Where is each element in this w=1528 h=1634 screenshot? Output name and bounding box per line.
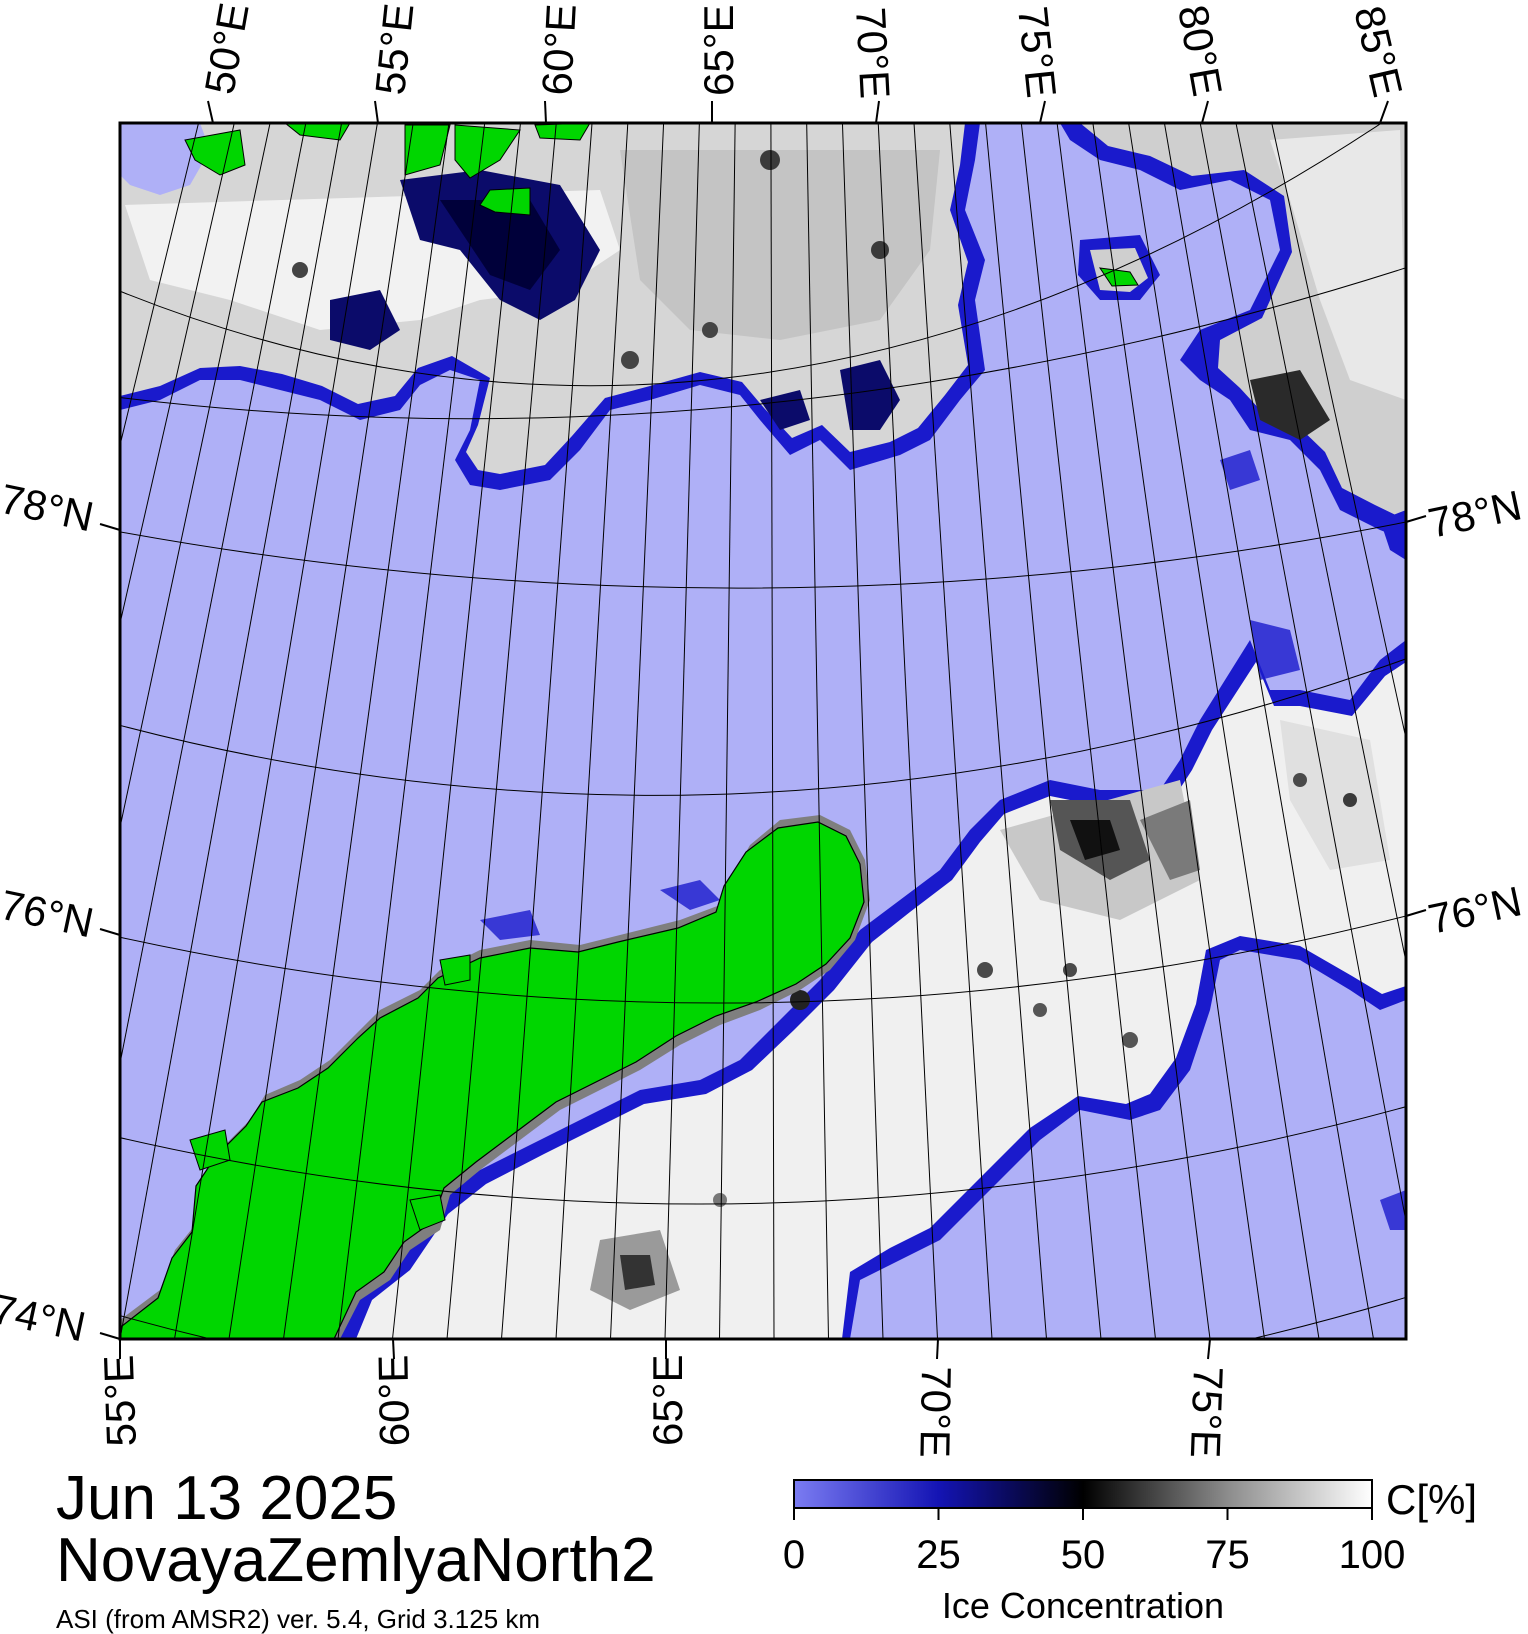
map-frame xyxy=(118,121,1408,1341)
meridian-line xyxy=(770,123,775,1339)
parallels xyxy=(120,123,1406,1339)
colorbar-tick-label: 100 xyxy=(1339,1533,1406,1577)
meridian-line xyxy=(337,123,486,1339)
right-lat-label: 78°N xyxy=(1424,481,1526,546)
top-lon-label: 55°E xyxy=(366,1,422,97)
date-label: Jun 13 2025 xyxy=(56,1464,398,1533)
meridian-line xyxy=(174,123,378,1339)
meridian-line xyxy=(841,123,884,1339)
meridian-line xyxy=(446,123,557,1339)
northern-pack-ice xyxy=(120,123,985,490)
top-lon-label: 65°E xyxy=(695,4,742,96)
colorbar: 0 25 50 75 100 C[%] Ice Concentration xyxy=(783,1476,1477,1626)
meridian-line xyxy=(1235,123,1406,965)
meridian-line xyxy=(1271,123,1406,741)
colorbar-ticks xyxy=(793,1508,1373,1520)
meridian-line xyxy=(1163,123,1374,1339)
ice-edge-fringes xyxy=(480,450,1406,1230)
novaya-zemlya xyxy=(120,815,870,1339)
colorbar-tick-label: 0 xyxy=(783,1533,805,1577)
meridian-line xyxy=(555,123,629,1339)
region-label: NovayaZemlyaNorth2 xyxy=(56,1526,656,1595)
top-lon-label: 60°E xyxy=(533,3,585,97)
meridian-line xyxy=(610,123,665,1339)
eastern-pack-ice xyxy=(1060,123,1406,560)
bottom-lon-label: 65°E xyxy=(644,1354,691,1446)
colorbar-tick-label: 75 xyxy=(1205,1533,1250,1577)
meridian-line xyxy=(1199,123,1406,1225)
meridian-line xyxy=(392,123,521,1339)
left-latitude-labels: 78°N 76°N 74°N xyxy=(0,475,98,1350)
meridian-line xyxy=(120,123,235,626)
top-lon-label: 50°E xyxy=(196,0,258,98)
colorbar-title: Ice Concentration xyxy=(942,1585,1224,1626)
meridian-line xyxy=(949,123,1047,1339)
bottom-lon-label: 55°E xyxy=(95,1354,145,1447)
bottom-longitude-labels: 55°E 60°E 65°E 70°E 75°E xyxy=(95,1354,1232,1459)
meridian-line xyxy=(228,123,414,1339)
colorbar-unit-label: C[%] xyxy=(1386,1476,1477,1523)
meridian-line xyxy=(913,123,993,1339)
meridian-line xyxy=(664,123,700,1339)
top-lon-label: 85°E xyxy=(1345,1,1411,101)
source-label: ASI (from AMSR2) ver. 5.4, Grid 3.125 km xyxy=(56,1604,541,1634)
meridian-line xyxy=(120,123,200,448)
right-latitude-labels: 78°N 76°N xyxy=(1424,481,1526,942)
bottom-lon-label: 60°E xyxy=(369,1354,418,1446)
colorbar-tick-label: 25 xyxy=(916,1533,961,1577)
left-lat-label: 78°N xyxy=(0,475,98,540)
meridian-line xyxy=(1092,123,1265,1339)
top-lon-label: 75°E xyxy=(1009,4,1065,100)
meridian-line xyxy=(1056,123,1211,1339)
colorbar-gradient xyxy=(793,1479,1373,1509)
meridian-line xyxy=(501,123,593,1339)
meridian-line xyxy=(120,123,307,1066)
bottom-lon-label: 70°E xyxy=(911,1366,960,1458)
southern-pack-ice xyxy=(340,640,1406,1339)
meridian-line xyxy=(283,123,450,1339)
meridian-line xyxy=(120,123,343,1339)
top-lon-label: 70°E xyxy=(847,6,899,100)
top-lon-label: 80°E xyxy=(1169,1,1231,99)
bottom-lon-label: 75°E xyxy=(1182,1366,1232,1459)
colorbar-tick-label: 50 xyxy=(1061,1533,1106,1577)
meridian-line xyxy=(985,123,1102,1339)
meridian-line xyxy=(1128,123,1320,1339)
franz-josef-land xyxy=(184,123,591,216)
right-lat-label: 76°N xyxy=(1424,877,1526,942)
meridian-line xyxy=(877,123,938,1339)
meridian-line xyxy=(1020,123,1156,1339)
left-lat-label: 74°N xyxy=(0,1285,90,1350)
left-lat-label: 76°N xyxy=(0,881,98,946)
graticule-ticks xyxy=(99,100,1427,1360)
meridian-line xyxy=(719,123,736,1339)
top-longitude-labels: 50°E 55°E 60°E 65°E 70°E 75°E 80°E 85°E xyxy=(196,0,1412,101)
meridian-line xyxy=(120,123,271,830)
meridian-line xyxy=(806,123,829,1339)
meridians xyxy=(120,123,1406,1339)
